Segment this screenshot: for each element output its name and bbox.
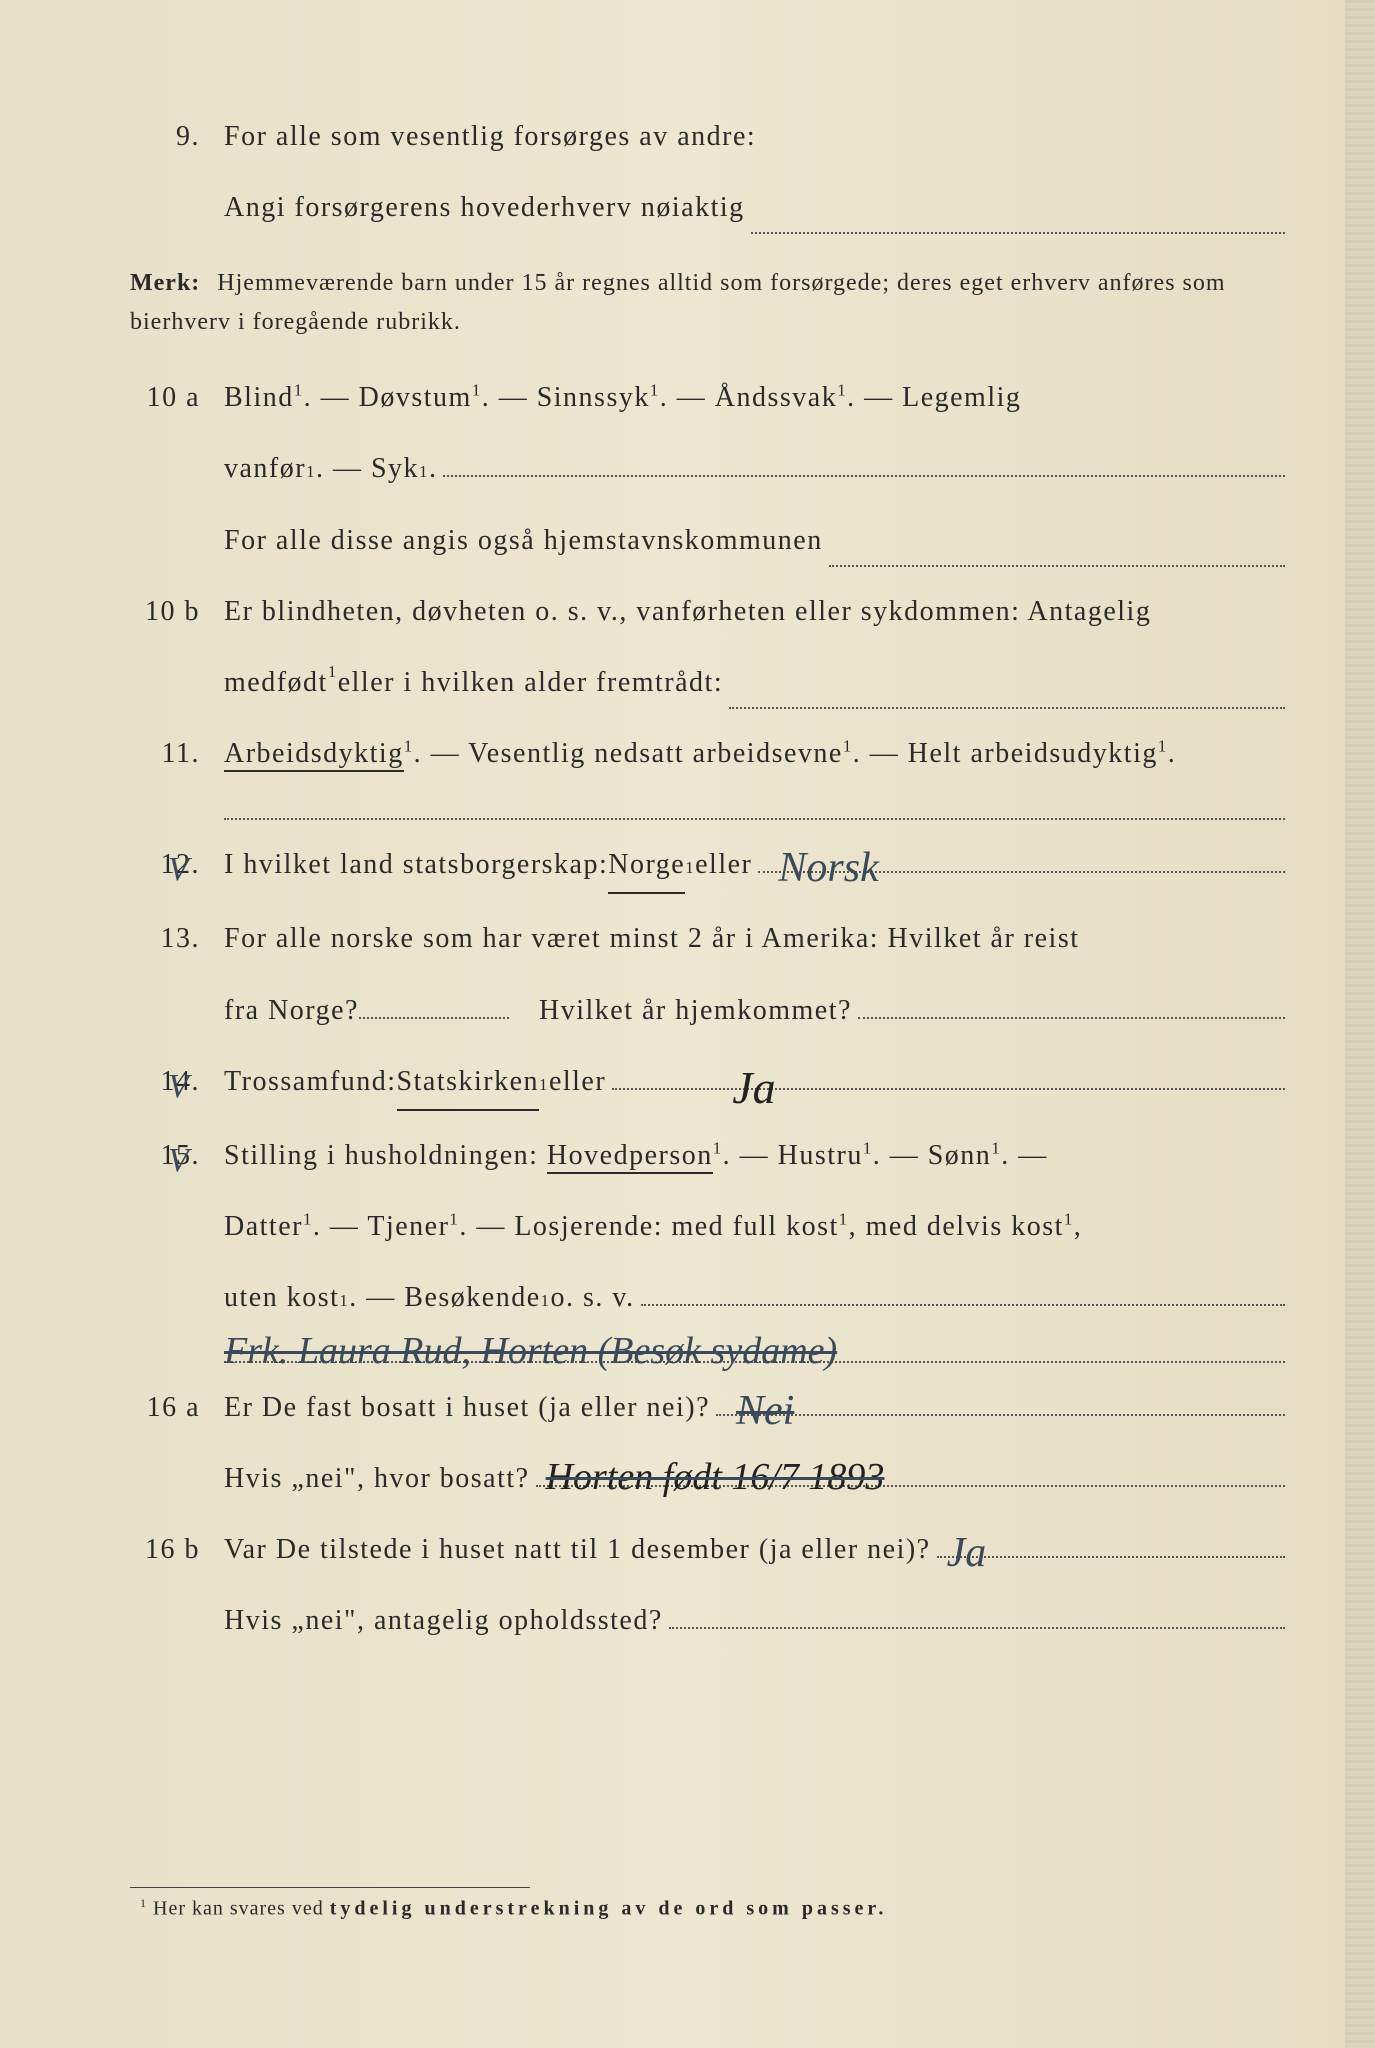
q9-content: For alle som vesentlig forsørges av andr… [224,110,1285,163]
q12-handwritten: Norsk [778,829,878,909]
q9-number: 9. [110,110,224,163]
q15-fill [641,1276,1285,1306]
q14-number: 14. [110,1055,224,1108]
question-10a-line2: vanfør1. — Syk1. [110,442,1285,495]
question-9: 9. For alle som vesentlig forsørges av a… [110,110,1285,163]
question-10b: 10 b Er blindheten, døvheten o. s. v., v… [110,585,1285,638]
q12-content: I hvilket land statsborgerskap: Norge1 e… [224,838,1285,894]
question-10a-line3: For alle disse angis også hjemstavnskomm… [110,514,1285,567]
question-13: 13. For alle norske som har været minst … [110,912,1285,965]
question-14: V 14. Trossamfund: Statskirken1 eller Ja [110,1055,1285,1111]
q14-fill: Ja [612,1060,1285,1090]
q13-fill1 [359,1017,509,1019]
q10a-fill [443,447,1285,477]
q10a-content: Blind1. — Døvstum1. — Sinnssyk1. — Åndss… [224,371,1285,424]
q11-fill [224,790,1285,820]
q16a-hw1: Nei [736,1372,794,1452]
q10b-number: 10 b [110,585,224,638]
q16b-content: Var De tilstede i huset natt til 1 desem… [224,1523,1285,1576]
q16a-fill1: Nei [716,1386,1285,1416]
question-16a: 16 a Er De fast bosatt i huset (ja eller… [110,1381,1285,1434]
merk-note: Merk: Hjemmeværende barn under 15 år reg… [130,264,1285,341]
q13-fill2 [858,989,1285,1019]
q12-number: 12. [110,838,224,891]
q16b-fill2 [669,1599,1285,1629]
question-15-line2: Datter1. — Tjener1. — Losjerende: med fu… [110,1200,1285,1253]
question-9-line2: Angi forsørgerens hovederhverv nøiaktig [110,181,1285,234]
merk-label: Merk: [130,270,200,296]
q10a-fill2 [829,514,1285,567]
question-15-handwritten-line: Frk. Laura Rud, Horten (Besøk sydame) [110,1333,1285,1363]
q14-content: Trossamfund: Statskirken1 eller Ja [224,1055,1285,1111]
q15-content: Stilling i husholdningen: Hovedperson1. … [224,1129,1285,1182]
question-11: 11. Arbeidsdyktig1. — Vesentlig nedsatt … [110,727,1285,780]
q16a-number: 16 a [110,1381,224,1434]
question-16b: 16 b Var De tilstede i huset natt til 1 … [110,1523,1285,1576]
q10a-number: 10 a [110,371,224,424]
document-page: 9. For alle som vesentlig forsørges av a… [0,0,1375,2048]
footnote-rule [130,1887,530,1888]
question-10a: 10 a Blind1. — Døvstum1. — Sinnssyk1. — … [110,371,1285,424]
q15-fill2: Frk. Laura Rud, Horten (Besøk sydame) [224,1333,1285,1363]
merk-text: Hjemmeværende barn under 15 år regnes al… [130,270,1226,334]
q10b-fill [729,656,1285,709]
q9-line2: Angi forsørgerens hovederhverv nøiaktig [224,181,745,234]
q11-number: 11. [110,727,224,780]
question-10b-line2: medfødt1 eller i hvilken alder fremtrådt… [110,656,1285,709]
q12-fill: Norsk [758,843,1285,873]
q9-fill [751,181,1285,234]
question-16a-line2: Hvis „nei", hvor bosatt? Horten født 16/… [110,1452,1285,1505]
question-12: V 12. I hvilket land statsborgerskap: No… [110,838,1285,894]
q10b-content: Er blindheten, døvheten o. s. v., vanfør… [224,585,1285,638]
q16b-fill1: Ja [937,1528,1285,1558]
q16a-hw2: Horten født 16/7 1893 [546,1441,885,1513]
question-16b-line2: Hvis „nei", antagelig opholdssted? [110,1594,1285,1647]
q13-content: For alle norske som har været minst 2 år… [224,912,1285,965]
q12-checkmark: V [168,838,190,903]
q16a-fill2: Horten født 16/7 1893 [536,1457,1285,1487]
q9-line1: For alle som vesentlig forsørges av andr… [224,121,756,152]
question-13-line2: fra Norge? Hvilket år hjemkommet? [110,984,1285,1037]
q14-checkmark: V [168,1055,190,1120]
q15-checkmark: V [168,1129,190,1194]
q11-blank-line [110,790,1285,820]
question-15: V 15. Stilling i husholdningen: Hovedper… [110,1129,1285,1182]
q16b-number: 16 b [110,1523,224,1576]
q11-content: Arbeidsdyktig1. — Vesentlig nedsatt arbe… [224,727,1285,780]
q13-number: 13. [110,912,224,965]
q16a-content: Er De fast bosatt i huset (ja eller nei)… [224,1381,1285,1434]
q16b-hw1: Ja [947,1514,987,1594]
q14-handwritten: Ja [732,1044,775,1131]
footnote: 1 Her kan svares ved tydelig understrekn… [140,1896,1285,1921]
q15-number: 15. [110,1129,224,1182]
